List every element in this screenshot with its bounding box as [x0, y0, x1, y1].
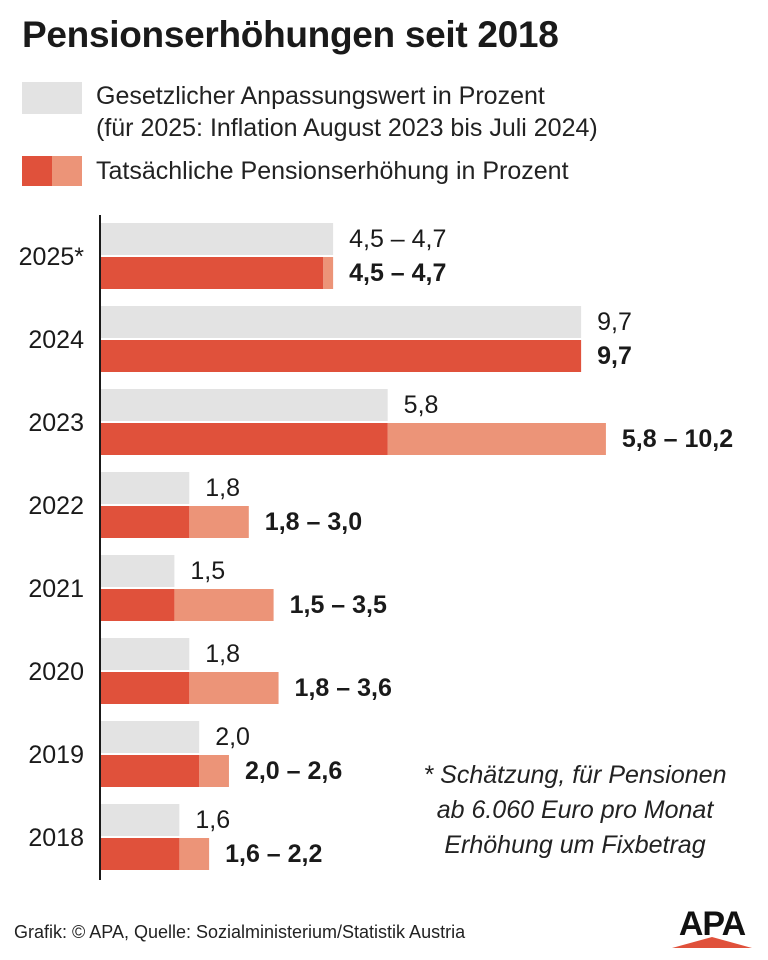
y-tick-label: 2019: [28, 741, 84, 769]
bar-statutory: [100, 638, 190, 670]
bar-actual-extra: [199, 755, 229, 787]
data-label-statutory: 2,0: [215, 723, 250, 751]
data-label-statutory: 5,8: [404, 391, 439, 419]
apa-logo: APA: [672, 905, 752, 948]
bar-actual-extra: [174, 589, 274, 621]
bar-actual-base: [100, 506, 190, 538]
bar-statutory: [100, 472, 190, 504]
legend-swatch-statutory: [22, 82, 82, 114]
apa-logo-accent: [672, 937, 752, 948]
data-label-statutory: 4,5 – 4,7: [349, 225, 446, 253]
bar-statutory: [100, 389, 388, 421]
y-tick-label: 2020: [28, 658, 84, 686]
data-label-statutory: 1,8: [205, 474, 240, 502]
data-label-actual: 5,8 – 10,2: [622, 425, 733, 453]
apa-logo-text: APA: [679, 905, 746, 943]
bar-actual-extra: [179, 838, 210, 870]
data-label-actual: 9,7: [597, 342, 632, 370]
data-label-statutory: 1,6: [195, 806, 230, 834]
data-label-statutory: 1,8: [205, 640, 240, 668]
data-label-actual: 1,8 – 3,0: [265, 508, 362, 536]
bar-actual-base: [100, 589, 175, 621]
bar-actual-extra: [387, 423, 606, 455]
bar-actual-base: [100, 423, 388, 455]
data-label-statutory: 9,7: [597, 308, 632, 336]
y-tick-label: 2025*: [19, 243, 85, 271]
bar-statutory: [100, 721, 200, 753]
bar-statutory: [100, 804, 180, 836]
bar-actual-base: [100, 257, 324, 289]
y-tick-label: 2024: [28, 326, 84, 354]
y-tick-label: 2021: [28, 575, 84, 603]
bar-actual-extra: [189, 506, 249, 538]
bar-chart: 4,5 – 4,7 4,5 – 4,7 2025* 9,7 9,7 2024 5,8 5,8 …: [19, 215, 733, 880]
bar-statutory: [100, 223, 334, 255]
data-label-actual: 2,0 – 2,6: [245, 757, 342, 785]
footnote-line: * Schätzung, für Pensionen: [423, 761, 727, 789]
data-label-actual: 1,5 – 3,5: [290, 591, 387, 619]
bar-statutory: [100, 306, 582, 338]
footnote-line: ab 6.060 Euro pro Monat: [436, 796, 714, 824]
data-label-actual: 1,6 – 2,2: [225, 840, 322, 868]
data-label-statutory: 1,5: [190, 557, 225, 585]
data-label-actual: 1,8 – 3,6: [295, 674, 392, 702]
legend-label-statutory: Gesetzlicher Anpassungswert in Prozent: [96, 82, 545, 110]
data-label-actual: 4,5 – 4,7: [349, 259, 446, 287]
bar-statutory: [100, 555, 175, 587]
legend-label-actual: Tatsächliche Pensionserhöhung in Prozent: [96, 157, 569, 185]
footnote-line: Erhöhung um Fixbetrag: [444, 831, 706, 859]
y-tick-label: 2023: [28, 409, 84, 437]
source-credit: Grafik: © APA, Quelle: Sozialministerium…: [14, 922, 466, 942]
bar-actual-base: [100, 672, 190, 704]
y-tick-label: 2018: [28, 824, 84, 852]
footnote: * Schätzung, für Pensionen ab 6.060 Euro…: [380, 758, 768, 863]
y-tick-label: 2022: [28, 492, 84, 520]
chart-title: Pensionserhöhungen seit 2018: [22, 14, 559, 55]
bar-actual-base: [100, 838, 180, 870]
bar-actual-extra: [323, 257, 334, 289]
legend-swatch-actual-base: [22, 156, 52, 186]
bar-actual-base: [100, 755, 200, 787]
legend-swatch-actual-extra: [52, 156, 82, 186]
legend-label-statutory-note: (für 2025: Inflation August 2023 bis Jul…: [96, 114, 598, 142]
bar-actual-extra: [189, 672, 279, 704]
bar-actual-base: [100, 340, 582, 372]
